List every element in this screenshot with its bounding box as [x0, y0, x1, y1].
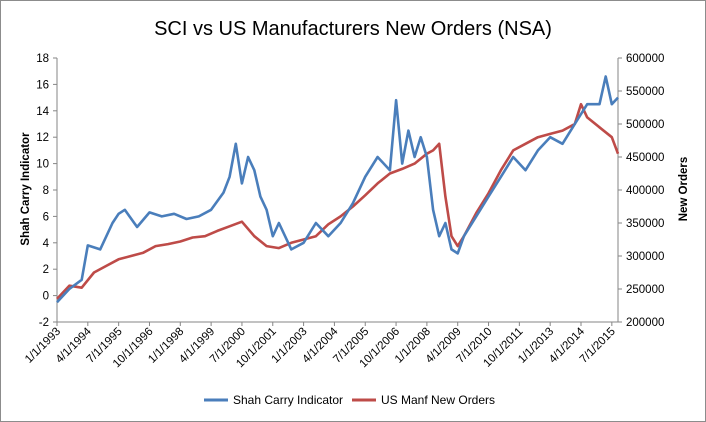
legend-label-series-1: US Manf New Orders: [381, 393, 495, 407]
left-tick-label: 4: [43, 238, 50, 250]
left-tick-label: 14: [36, 106, 49, 118]
series-line-0: [56, 75, 619, 304]
plot-axes: [56, 58, 619, 323]
legend: Shah Carry Indicator US Manf New Orders: [204, 393, 495, 407]
left-tick-label: 12: [36, 132, 49, 144]
series-lines: [56, 75, 620, 304]
x-axis-ticks: 1/1/19934/1/19947/1/199510/1/19961/1/199…: [23, 322, 618, 370]
left-tick-label: 0: [43, 291, 49, 303]
series-line-1: [56, 102, 620, 300]
chart-title: SCI vs US Manufacturers New Orders (NSA): [154, 18, 552, 40]
right-axis-ticks: 200000 250000 300000 350000 400000 450000 5000…: [618, 53, 664, 329]
left-axis-ticks: -2 0 2 4 6 8 10 12 14 16 18: [36, 53, 57, 329]
left-axis-title: Shah Carry Indicator: [20, 132, 32, 246]
right-tick-label: 450000: [626, 152, 664, 164]
legend-label-series-0: Shah Carry Indicator: [233, 393, 343, 407]
left-tick-label: 10: [36, 159, 49, 171]
right-tick-label: 300000: [626, 251, 664, 263]
right-tick-label: 350000: [626, 218, 664, 230]
right-axis-title: New Orders: [678, 157, 690, 222]
right-tick-label: 500000: [626, 119, 664, 131]
left-tick-label: 2: [43, 264, 49, 276]
left-tick-label: 6: [43, 211, 49, 223]
left-tick-label: 8: [43, 185, 49, 197]
right-tick-label: 200000: [626, 317, 664, 329]
right-tick-label: 600000: [626, 53, 664, 65]
right-tick-label: 250000: [626, 284, 664, 296]
left-tick-label: -2: [39, 317, 49, 329]
left-tick-label: 16: [36, 79, 49, 91]
left-tick-label: 18: [36, 53, 49, 65]
right-tick-label: 400000: [626, 185, 664, 197]
right-tick-label: 550000: [626, 86, 664, 98]
